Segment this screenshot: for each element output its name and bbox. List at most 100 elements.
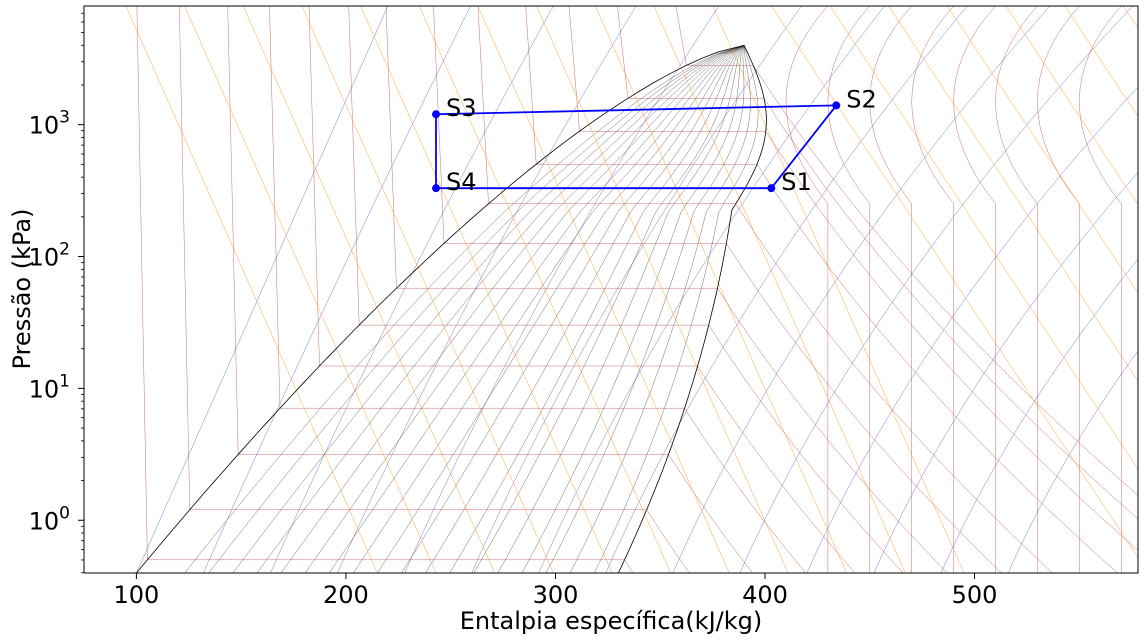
isotherm-line (385, 6, 948, 573)
quality-line (449, 45, 745, 573)
isochore-line (301, 6, 554, 573)
isentrope-line (203, 6, 471, 573)
isochore-line (184, 6, 437, 573)
x-tick-label: 200 (323, 581, 369, 609)
isochore-line (125, 6, 378, 573)
isotherm-line (1037, 6, 1080, 573)
isotherm-line (525, 6, 1118, 573)
isentrope-line (672, 6, 1051, 573)
isotherm-line (269, 6, 807, 573)
x-axis: 100 200 300 400 500 (113, 573, 997, 609)
isotherm-line (953, 6, 996, 573)
cycle-point-s1 (767, 184, 776, 193)
property-lines (125, 6, 1138, 573)
y-tick-base: 10 (29, 244, 60, 272)
quality-line (545, 45, 745, 573)
cycle-path (435, 104, 839, 190)
isochore-line (771, 6, 1138, 558)
isochore-line (477, 6, 730, 573)
isentrope-line (404, 6, 720, 573)
point-label-s1: S1 (781, 168, 812, 196)
isotherm-line (995, 6, 1038, 573)
isentrope-line (873, 172, 1138, 573)
y-tick-exponent: 3 (59, 108, 70, 128)
isentrope-line (538, 6, 885, 573)
isochore-line (829, 6, 1138, 470)
y-tick-label: 101 (29, 371, 70, 403)
isochore-line (1123, 6, 1138, 29)
plot-frame (83, 5, 1139, 574)
isotherm-line (433, 6, 1002, 573)
y-tick-label: 102 (29, 240, 70, 272)
quality-line (280, 45, 745, 573)
isentrope-line (806, 86, 1138, 573)
isotherm-line (308, 6, 856, 573)
quality-line (256, 45, 745, 573)
isentrope-line (605, 6, 968, 573)
y-tick-label: 100 (29, 503, 70, 535)
saturation-dome (136, 44, 767, 573)
isochore-line (653, 6, 906, 573)
isotherm-line (477, 6, 1053, 573)
cycle-point-s3 (432, 110, 441, 119)
quality-line (569, 45, 751, 573)
isotherm-line (827, 6, 870, 573)
quality-line (304, 45, 745, 573)
isotherm-line (227, 6, 753, 573)
quality-line (208, 45, 745, 573)
point-label-s3: S3 (446, 94, 477, 122)
x-tick-label: 100 (113, 581, 159, 609)
isochore-line (1005, 6, 1138, 205)
x-tick-label: 500 (952, 581, 998, 609)
quality-line (425, 45, 745, 573)
refrigeration-cycle: S1 S2 S3 S4 (432, 85, 877, 196)
isotherm-line (911, 6, 954, 573)
y-tick-exponent: 2 (59, 240, 70, 260)
cycle-point-s2 (832, 101, 841, 110)
isochore-line (1064, 6, 1138, 117)
isentrope-line (136, 6, 388, 573)
isotherm-line (617, 6, 1138, 520)
y-tick-base: 10 (29, 375, 60, 403)
y-axis-title: Pressão (kPa) (8, 209, 36, 370)
isentrope-line (940, 258, 1138, 573)
isentrope-line (1007, 350, 1138, 573)
y-tick-exponent: 1 (59, 371, 70, 391)
quality-line (401, 45, 745, 573)
point-label-s2: S2 (846, 85, 877, 113)
isochore-line (712, 6, 965, 573)
cycle-point-s4 (432, 184, 441, 193)
isentrope-line (270, 6, 554, 573)
isochore-line (595, 6, 847, 573)
isochore-line (536, 6, 789, 573)
quality-line (521, 45, 745, 573)
isotherm-line (1079, 6, 1122, 573)
y-tick-base: 10 (29, 507, 60, 535)
quality-line (232, 45, 745, 573)
y-tick-base: 10 (29, 112, 60, 140)
isochore-line (243, 6, 495, 573)
isotherm-line (675, 6, 1138, 496)
isotherm-line (348, 6, 904, 573)
isochore-line (888, 6, 1138, 382)
isentrope-line (739, 6, 1133, 573)
quality-line (329, 45, 745, 573)
isochore-line (947, 6, 1138, 294)
quality-line (377, 45, 745, 573)
point-label-s4: S4 (446, 168, 477, 196)
x-tick-label: 300 (533, 581, 579, 609)
quality-line (497, 45, 745, 573)
isotherm-line (785, 6, 829, 573)
x-tick-label: 400 (742, 581, 788, 609)
quality-line (594, 45, 759, 573)
x-axis-title: Entalpia específica(kJ/kg) (460, 607, 762, 635)
isochore-line (360, 6, 613, 573)
y-tick-exponent: 0 (59, 503, 70, 523)
isotherm-line (869, 6, 912, 573)
isotherm-line (179, 6, 690, 573)
quality-line (184, 45, 745, 573)
isentrope-line (471, 6, 802, 573)
